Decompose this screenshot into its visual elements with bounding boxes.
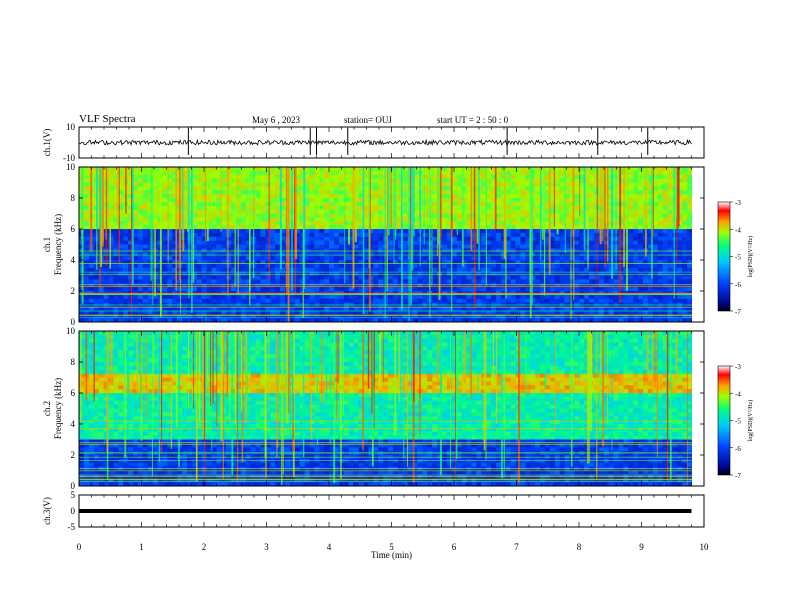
colorbar-tick-label: -7 [735,472,741,480]
y-axis-label: ch.1(V) [42,129,52,157]
x-tick-label: 6 [452,542,457,552]
y-axis-label: Frequency (kHz) [53,214,63,275]
date-label: May 6 , 2023 [252,115,300,125]
spectrogram-ch2 [78,330,733,487]
y-tick-label: 5 [71,490,76,500]
x-tick-label: 2 [202,542,207,552]
y-tick-label: 8 [71,357,76,367]
waveform-ch3 [78,494,705,528]
colorbar-tick-label: -5 [735,254,741,262]
y-tick-label: 10 [66,326,76,336]
colorbar-tick-label: -7 [735,308,741,316]
colorbar-tick-label: -4 [735,226,741,234]
y-tick-label: -5 [68,522,76,532]
y-tick-label: 4 [71,419,76,429]
waveform-trace [78,138,692,147]
station-label: station= OUJ [344,115,392,125]
x-tick-label: 7 [514,542,519,552]
x-tick-label: 5 [389,542,394,552]
y-tick-label: 0 [71,506,76,516]
x-tick-label: 9 [639,542,644,552]
channel-label: ch.2 [42,401,52,416]
colorbar-tick-label: -6 [735,281,741,289]
x-tick-label: 8 [577,542,582,552]
y-tick-label: 4 [71,255,76,265]
colorbar-label: log(PSD)(V²/Hz) [747,236,754,277]
colorbar-tick-label: -3 [735,363,741,371]
y-axis-label: Frequency (kHz) [53,378,63,439]
y-axis-label: ch.3(V) [42,497,52,525]
y-tick-label: 2 [71,286,76,296]
x-axis-label: Time (min) [371,550,412,560]
colorbar [717,365,731,476]
colorbar-tick-label: -6 [735,445,741,453]
x-tick-label: 3 [264,542,269,552]
y-tick-label: 0 [71,317,76,327]
colorbar-label: log(PSD)(V²/Hz) [747,400,754,441]
x-tick-label: 0 [77,542,82,552]
channel-label: ch.1 [42,237,52,252]
colorbar-tick-label: -4 [735,390,741,398]
start-time-label: start UT = 2 : 50 : 0 [437,115,509,125]
chart-title: VLF Spectra [79,113,136,125]
waveform-ch1 [78,126,705,159]
colorbar [717,201,731,312]
x-tick-label: 1 [139,542,144,552]
y-tick-label: 0 [71,481,76,491]
y-tick-label: 6 [71,224,76,234]
y-tick-label: 6 [71,388,76,398]
spectrogram-ch1 [78,166,733,323]
y-tick-label: 10 [66,162,76,172]
x-tick-label: 4 [327,542,332,552]
y-tick-label: 2 [71,450,76,460]
y-tick-label: 8 [71,193,76,203]
colorbar-tick-label: -3 [735,199,741,207]
x-tick-label: 10 [700,542,710,552]
y-tick-label: 10 [66,122,76,132]
y-tick-label: -10 [63,153,75,163]
colorbar-tick-label: -5 [735,418,741,426]
